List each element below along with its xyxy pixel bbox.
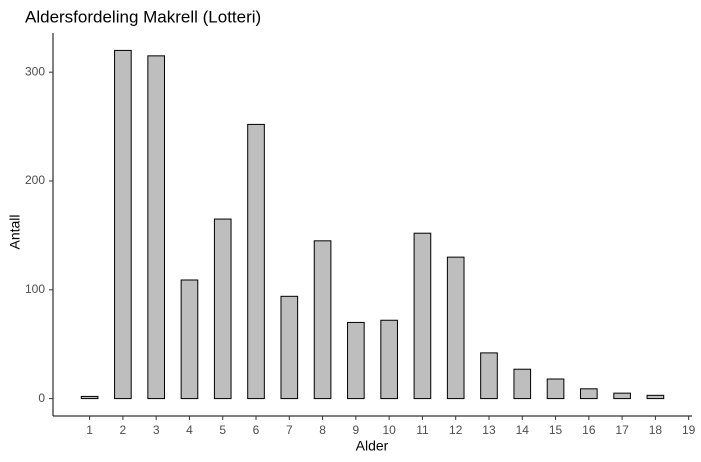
bar: [446, 256, 465, 400]
bar: [247, 123, 265, 400]
y-axis-label: Antall: [7, 214, 23, 249]
x-tick-label: 19: [682, 423, 696, 437]
y-tick-label: 0: [38, 391, 45, 405]
x-tick-label: 4: [186, 423, 193, 437]
x-tick-label: 3: [153, 423, 160, 437]
x-tick-label: 12: [449, 423, 463, 437]
bar: [313, 240, 332, 400]
x-tick-label: 5: [219, 423, 226, 437]
bar: [646, 394, 665, 400]
bar: [80, 395, 99, 400]
bar: [180, 279, 199, 400]
x-tick-label: 16: [582, 423, 596, 437]
x-tick-label: 8: [319, 423, 326, 437]
bar: [413, 232, 432, 400]
bar: [147, 55, 165, 400]
bar: [546, 378, 565, 400]
bar: [213, 218, 232, 400]
x-tick-label: 17: [615, 423, 629, 437]
y-tick-label: 200: [25, 173, 45, 187]
bar: [114, 49, 132, 400]
x-tick-label: 6: [253, 423, 260, 437]
x-tick-label: 1: [86, 423, 93, 437]
x-tick-label: 10: [382, 423, 396, 437]
x-tick-label: 7: [286, 423, 293, 437]
x-tick-label: 15: [549, 423, 563, 437]
x-tick-label: 14: [516, 423, 530, 437]
bar: [513, 368, 532, 400]
bar: [580, 388, 598, 400]
y-tick-label: 300: [25, 64, 45, 78]
y-tick-label: 100: [25, 282, 45, 296]
x-tick-label: 9: [353, 423, 360, 437]
bar: [613, 392, 631, 400]
bar: [280, 295, 299, 400]
x-tick-label: 18: [649, 423, 663, 437]
bar: [380, 319, 398, 400]
bar: [480, 352, 498, 400]
bar: [347, 321, 365, 400]
x-axis-label: Alder: [356, 438, 389, 454]
x-tick-label: 11: [416, 423, 429, 437]
x-tick-label: 13: [482, 423, 496, 437]
x-tick-label: 2: [120, 423, 127, 437]
chart-title: Aldersfordeling Makrell (Lotteri): [25, 7, 261, 26]
